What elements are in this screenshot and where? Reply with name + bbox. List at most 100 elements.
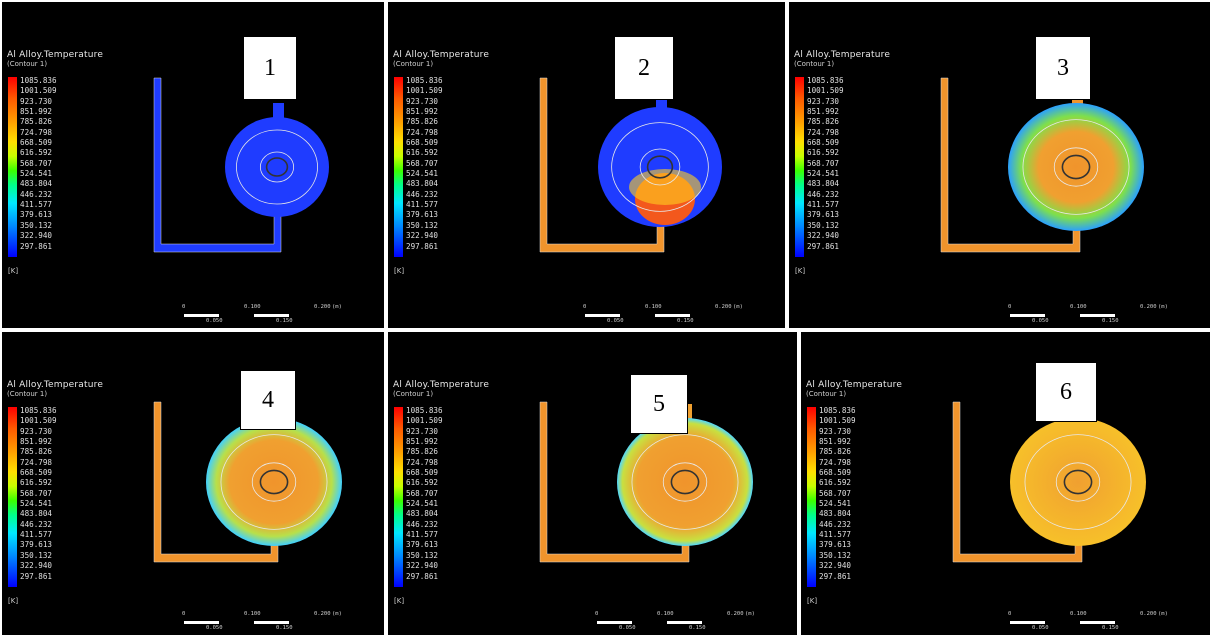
legend-values: 1085.836 1001.509 923.730 851.992 785.826 724… bbox=[819, 406, 856, 582]
legend-value: 350.132 bbox=[406, 220, 439, 230]
scale-label: 0.050 bbox=[206, 625, 223, 631]
casting-geometry bbox=[940, 77, 1144, 253]
legend-values: 1085.836 1001.509 923.730 851.992 785.826 724… bbox=[406, 76, 443, 252]
legend-value: 322.940 bbox=[20, 561, 53, 571]
legend-value: 616.592 bbox=[20, 478, 53, 488]
legend-value: 785.826 bbox=[406, 447, 439, 457]
legend-value: 297.861 bbox=[807, 241, 840, 251]
contour-panel-3: Al Alloy.Temperature (Contour 1) 1085.836 1… bbox=[789, 2, 1210, 328]
legend-value: 1085.836 bbox=[406, 406, 443, 415]
panel-number-label: 5 bbox=[630, 374, 688, 434]
legend-value: 411.577 bbox=[406, 200, 439, 210]
legend-value: 446.232 bbox=[20, 519, 53, 529]
legend-value: 923.730 bbox=[406, 96, 439, 106]
contour-panel-6: Al Alloy.Temperature (Contour 1) 1085.836 1… bbox=[801, 332, 1210, 635]
legend-value: 1001.509 bbox=[406, 86, 443, 96]
legend-value: 297.861 bbox=[406, 571, 439, 581]
legend-value: 568.707 bbox=[406, 158, 439, 168]
contour-panel-1: Al Alloy.Temperature (Contour 1) 1085.836 1… bbox=[2, 2, 384, 328]
legend-value: 568.707 bbox=[406, 488, 439, 498]
color-legend-bar bbox=[795, 77, 804, 257]
legend-title: Al Alloy.Temperature bbox=[393, 50, 490, 60]
legend-value: 668.509 bbox=[20, 138, 53, 148]
legend-value: 446.232 bbox=[406, 519, 439, 529]
die-disc bbox=[225, 117, 329, 217]
legend-value: 524.541 bbox=[406, 169, 439, 179]
legend-subtitle: (Contour 1) bbox=[7, 390, 48, 398]
panel-number-label: 4 bbox=[240, 370, 296, 430]
die-disc bbox=[1008, 103, 1144, 231]
panel-number-label: 1 bbox=[243, 36, 297, 100]
scale-label: 0.150 bbox=[276, 625, 293, 631]
legend-value: 483.804 bbox=[20, 179, 53, 189]
scale-label: 0 bbox=[1008, 611, 1012, 617]
legend-value: 851.992 bbox=[406, 107, 439, 117]
legend-value: 379.613 bbox=[20, 540, 53, 550]
scale-label: 0 bbox=[595, 611, 599, 617]
legend-value: 483.804 bbox=[819, 509, 852, 519]
scale-label: 0.150 bbox=[689, 625, 706, 631]
scale-label: 0.200 bbox=[314, 611, 331, 617]
legend-subtitle: (Contour 1) bbox=[806, 390, 847, 398]
legend-value: 851.992 bbox=[807, 107, 840, 117]
legend-value: 350.132 bbox=[406, 550, 439, 560]
legend-value: 379.613 bbox=[20, 210, 53, 220]
scale-label: 0.150 bbox=[1102, 318, 1119, 324]
legend-value: 1001.509 bbox=[20, 416, 57, 426]
legend-values: 1085.836 1001.509 923.730 851.992 785.826 724… bbox=[406, 406, 443, 582]
legend-value: 524.541 bbox=[20, 499, 53, 509]
legend-value: 379.613 bbox=[406, 540, 439, 550]
scale-label: 0.050 bbox=[619, 625, 636, 631]
scale-label: 0.100 bbox=[645, 304, 662, 310]
legend-value: 668.509 bbox=[406, 138, 439, 148]
legend-value: 785.826 bbox=[20, 447, 53, 457]
legend-value: 568.707 bbox=[20, 158, 53, 168]
legend-value: 524.541 bbox=[807, 169, 840, 179]
legend-value: 851.992 bbox=[406, 437, 439, 447]
scale-label: 0 bbox=[182, 304, 186, 310]
legend-value: 1001.509 bbox=[406, 416, 443, 426]
scale-unit: (m) bbox=[745, 611, 755, 617]
legend-value: 411.577 bbox=[807, 200, 840, 210]
scale-label: 0.050 bbox=[1032, 318, 1049, 324]
legend-value: 616.592 bbox=[819, 478, 852, 488]
legend-value: 411.577 bbox=[819, 530, 852, 540]
scale-unit: (m) bbox=[332, 304, 342, 310]
legend-value: 1001.509 bbox=[819, 416, 856, 426]
legend-value: 524.541 bbox=[819, 499, 852, 509]
legend-unit: [K] bbox=[8, 267, 19, 275]
legend-value: 350.132 bbox=[20, 220, 53, 230]
legend-value: 923.730 bbox=[819, 426, 852, 436]
legend-value: 483.804 bbox=[807, 179, 840, 189]
legend-values: 1085.836 1001.509 923.730 851.992 785.826 724… bbox=[20, 76, 57, 252]
legend-value: 785.826 bbox=[807, 117, 840, 127]
color-legend-bar bbox=[394, 77, 403, 257]
legend-title: Al Alloy.Temperature bbox=[806, 380, 903, 390]
legend-value: 724.798 bbox=[807, 127, 840, 137]
scale-label: 0.100 bbox=[244, 304, 261, 310]
contour-panel-2: Al Alloy.Temperature (Contour 1) 1085.836 1… bbox=[388, 2, 785, 328]
legend-value: 322.940 bbox=[819, 561, 852, 571]
scale-label: 0.200 bbox=[715, 304, 732, 310]
legend-value: 379.613 bbox=[819, 540, 852, 550]
legend-value: 483.804 bbox=[406, 179, 439, 189]
legend-value: 1085.836 bbox=[807, 76, 844, 85]
legend-value: 616.592 bbox=[406, 478, 439, 488]
legend-value: 851.992 bbox=[20, 437, 53, 447]
legend-value: 297.861 bbox=[819, 571, 852, 581]
legend-values: 1085.836 1001.509 923.730 851.992 785.826 724… bbox=[807, 76, 844, 252]
legend-value: 724.798 bbox=[20, 457, 53, 467]
scale-bar: 0 0.100 0.200 0.050 0.150 (m) bbox=[591, 609, 781, 631]
legend-value: 1085.836 bbox=[20, 76, 57, 85]
casting-geometry bbox=[539, 401, 753, 563]
scale-label: 0.200 bbox=[314, 304, 331, 310]
legend-value: 446.232 bbox=[20, 189, 53, 199]
legend-value: 1001.509 bbox=[807, 86, 844, 96]
legend-unit: [K] bbox=[807, 597, 818, 605]
legend-subtitle: (Contour 1) bbox=[794, 60, 835, 68]
legend-value: 446.232 bbox=[819, 519, 852, 529]
legend-value: 322.940 bbox=[20, 231, 53, 241]
legend-value: 568.707 bbox=[819, 488, 852, 498]
legend-value: 724.798 bbox=[20, 127, 53, 137]
